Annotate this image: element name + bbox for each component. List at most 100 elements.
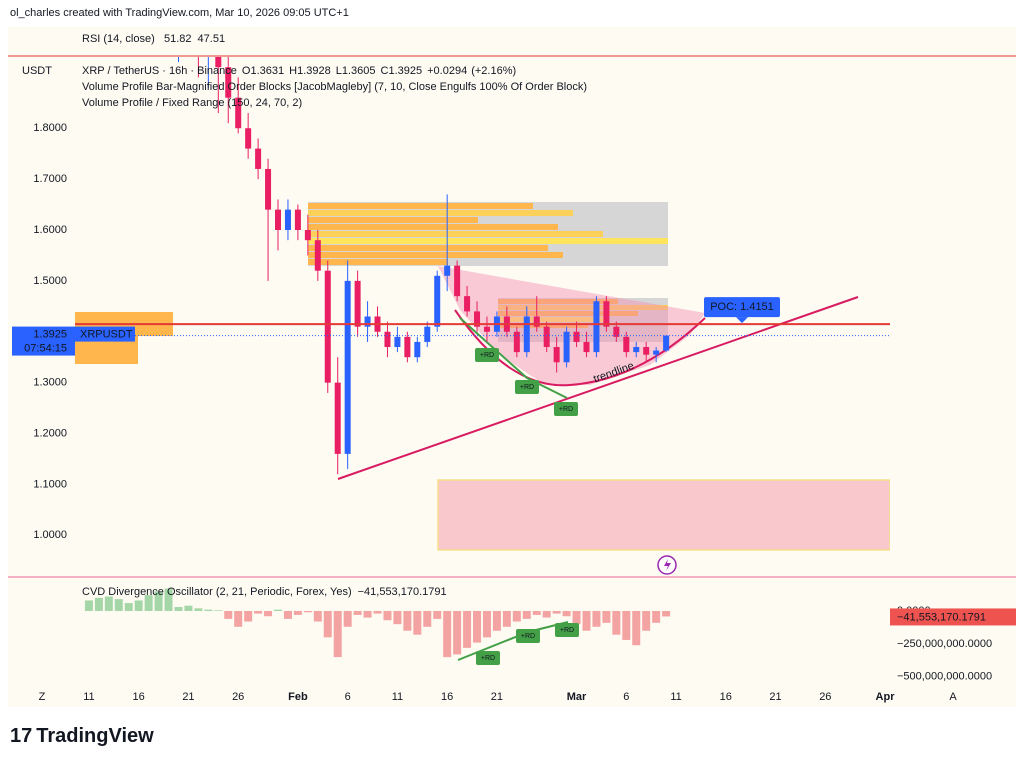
rd-tag-box bbox=[554, 402, 578, 416]
symbol-tag-box bbox=[75, 326, 135, 342]
cvd-bar bbox=[413, 610, 422, 635]
candle-body bbox=[324, 270, 331, 383]
candle-body bbox=[573, 331, 580, 342]
cvd-bar bbox=[642, 610, 651, 631]
cvd-bar bbox=[154, 591, 163, 611]
rd-tag: +RD bbox=[560, 627, 574, 634]
rd-tag-box bbox=[516, 629, 540, 643]
candle-body bbox=[613, 326, 620, 337]
x-tick-label: 21 bbox=[491, 691, 503, 703]
rd-tag-box bbox=[515, 380, 539, 394]
candle-body bbox=[394, 336, 401, 348]
cvd-bar bbox=[542, 610, 551, 618]
candle-body bbox=[464, 296, 471, 312]
cvd-bar bbox=[293, 610, 302, 615]
x-tick-label: 26 bbox=[819, 691, 831, 703]
candle-body bbox=[424, 326, 431, 342]
cvd-bar bbox=[482, 610, 491, 638]
rd-tag: +RD bbox=[480, 352, 494, 359]
cvd-bar bbox=[373, 610, 382, 614]
x-tick-label: 16 bbox=[441, 691, 453, 703]
rd-tag: +RD bbox=[559, 406, 573, 413]
ohlc-value: 1.3925 bbox=[388, 65, 422, 77]
cvd-bar bbox=[124, 603, 133, 611]
ohlc-key: C bbox=[381, 65, 389, 77]
cvd-bar bbox=[652, 610, 661, 623]
cvd-bar bbox=[592, 610, 601, 627]
cvd-bar bbox=[473, 610, 482, 643]
currency: USDT bbox=[22, 65, 52, 77]
y-tick-label: 1.1000 bbox=[33, 478, 67, 490]
x-tick-label: 21 bbox=[769, 691, 781, 703]
candle-body bbox=[404, 336, 411, 358]
cvd-bar bbox=[363, 610, 372, 618]
scale-button: Z bbox=[39, 691, 46, 703]
x-tick-label: 11 bbox=[670, 691, 681, 703]
cvd-bar bbox=[114, 599, 123, 611]
cvd-bar bbox=[254, 610, 263, 614]
x-tick-label: 16 bbox=[133, 691, 145, 703]
x-tick-label: 6 bbox=[623, 691, 629, 703]
change: +0.0294 bbox=[427, 65, 467, 77]
volume-profile bbox=[498, 299, 668, 328]
rsi-value: 51.82 bbox=[164, 33, 192, 45]
cvd-bar bbox=[164, 588, 173, 611]
cvd-bar bbox=[204, 609, 213, 611]
divergence-line bbox=[459, 317, 568, 399]
candle-body bbox=[344, 280, 351, 454]
candle-body bbox=[533, 316, 540, 327]
rd-tag-box bbox=[555, 623, 579, 637]
candle-body bbox=[414, 341, 421, 358]
y-tick-label: 1.7000 bbox=[33, 173, 67, 185]
cvd-title: CVD Divergence Oscillator (2, 21, Period… bbox=[82, 586, 352, 598]
candle-body bbox=[215, 57, 222, 68]
cvd-bar bbox=[144, 595, 153, 611]
rd-tag: +RD bbox=[481, 655, 495, 662]
cvd-pane bbox=[84, 588, 671, 658]
candle-body bbox=[593, 301, 600, 353]
volume-profile bbox=[308, 203, 668, 265]
rsi-value: 47.51 bbox=[198, 33, 226, 45]
rsi-label: RSI (14, close) bbox=[82, 33, 155, 45]
brand-logo: 17 bbox=[10, 725, 32, 747]
alert-icon-bolt bbox=[664, 559, 671, 571]
candle-body bbox=[434, 275, 441, 327]
x-tick-label: 6 bbox=[345, 691, 351, 703]
indicator-label: Volume Profile / Fixed Range (150, 24, 7… bbox=[82, 97, 302, 109]
candle-body bbox=[364, 316, 371, 327]
x-tick-label: 21 bbox=[182, 691, 194, 703]
ohlc-key: H bbox=[289, 65, 297, 77]
symbol-title: XRP / TetherUS · 16h · Binance bbox=[82, 65, 237, 77]
cvd-bar bbox=[522, 610, 531, 619]
cvd-bar bbox=[632, 610, 641, 646]
candle-body bbox=[334, 382, 341, 454]
rd-tag: +RD bbox=[521, 633, 535, 640]
cvd-bar bbox=[602, 610, 611, 623]
candle-body bbox=[603, 301, 610, 327]
cvd-bar bbox=[433, 610, 442, 619]
candle-body bbox=[563, 331, 570, 363]
cvd-bar bbox=[492, 610, 501, 631]
rd-tag-box bbox=[476, 651, 500, 665]
candle-body bbox=[523, 316, 530, 353]
candle-body bbox=[663, 335, 670, 351]
cvd-bar bbox=[244, 610, 253, 622]
cvd-bar bbox=[303, 610, 312, 613]
candle-body bbox=[633, 347, 640, 353]
cvd-bar bbox=[443, 610, 452, 658]
x-tick-label: Feb bbox=[288, 691, 308, 703]
candle-body bbox=[543, 326, 550, 348]
change: (+2.16%) bbox=[471, 65, 516, 77]
candle-body bbox=[265, 168, 272, 210]
ohlc-value: 1.3928 bbox=[297, 65, 331, 77]
cvd-bar bbox=[562, 610, 571, 617]
scale-button: A bbox=[949, 691, 957, 703]
candle-body bbox=[354, 280, 361, 327]
candle-body bbox=[245, 128, 252, 149]
candle-body bbox=[314, 240, 321, 271]
chart-area bbox=[8, 27, 1016, 707]
candle-body bbox=[255, 148, 262, 169]
candle-body bbox=[284, 209, 291, 230]
y-tick-label: 1.5000 bbox=[33, 275, 67, 287]
